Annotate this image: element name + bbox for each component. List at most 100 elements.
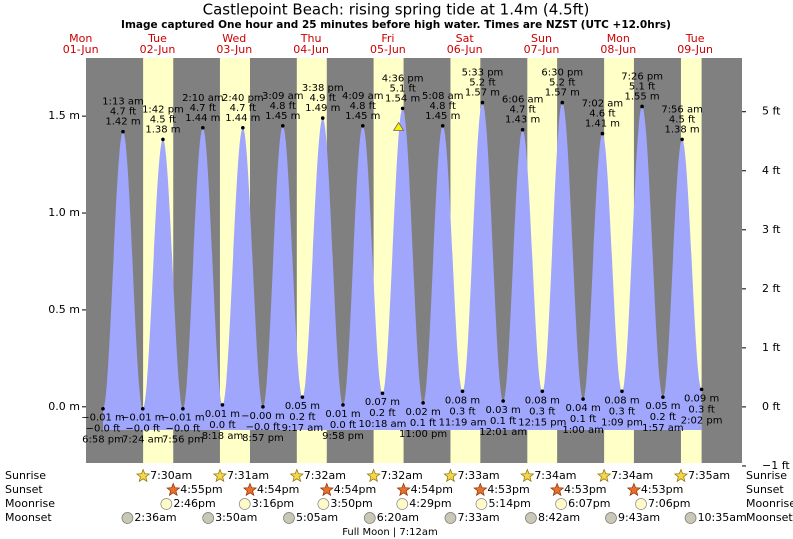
full-moon-label: Full Moon | 7:12am bbox=[342, 527, 438, 538]
moonrise-icon bbox=[396, 498, 409, 510]
moonrise-label: 6:07pm bbox=[568, 497, 610, 510]
tide-point bbox=[360, 124, 365, 128]
tide-label: 4.5 ft bbox=[669, 114, 695, 125]
sunrise-label: 7:32am bbox=[304, 469, 346, 482]
moonset-icon bbox=[121, 512, 134, 524]
tide-point bbox=[161, 137, 165, 142]
tide-point bbox=[300, 395, 305, 399]
tide-label: 1.45 m bbox=[265, 111, 300, 122]
tide-label: −0.01 m bbox=[121, 413, 165, 424]
tide-label: 1.38 m bbox=[664, 124, 699, 135]
tide-label: 0.3 ft bbox=[449, 406, 475, 417]
day-name: Tue bbox=[147, 32, 167, 45]
tide-point bbox=[699, 387, 704, 392]
moonset-icon bbox=[202, 512, 215, 524]
tide-label: 4.5 ft bbox=[150, 114, 176, 125]
tide-label: 0.08 m bbox=[525, 395, 560, 406]
day-date: 02-Jun bbox=[140, 43, 176, 56]
tide-point bbox=[241, 125, 245, 130]
tide-label: 0.07 m bbox=[365, 397, 400, 408]
tide-label: 2:10 am bbox=[182, 93, 224, 104]
row-label: Moonset bbox=[746, 511, 793, 524]
tide-label: 0.02 m bbox=[406, 407, 441, 418]
tide-label: 0.1 ft bbox=[490, 416, 516, 427]
moonrise-label: 2:46pm bbox=[173, 497, 215, 510]
moonrise-icon bbox=[635, 498, 647, 510]
sunset-label: 4:53pm bbox=[564, 483, 606, 496]
sunset-label: 4:54pm bbox=[411, 483, 453, 496]
tide-point bbox=[400, 106, 405, 111]
moonset-icon bbox=[283, 512, 295, 524]
tide-label: −0.0 ft bbox=[246, 422, 281, 433]
day-name: Tue bbox=[685, 32, 705, 45]
tide-label: 1.38 m bbox=[145, 124, 180, 135]
tide-label: 1.41 m bbox=[585, 119, 620, 130]
day-date: 06-Jun bbox=[447, 43, 483, 56]
tide-label: 4.9 ft bbox=[310, 93, 336, 104]
tide-point bbox=[140, 406, 145, 411]
y2-tick-label: 5 ft bbox=[762, 105, 781, 118]
tide-point bbox=[280, 124, 285, 128]
tide-label: 3:38 pm bbox=[302, 83, 344, 94]
tide-label: 0.1 ft bbox=[410, 418, 436, 429]
tide-label: 1:09 pm bbox=[601, 417, 643, 428]
tide-label: 12:15 pm bbox=[518, 417, 566, 428]
day-name: Wed bbox=[222, 32, 246, 45]
tide-label: 0.05 m bbox=[645, 401, 680, 412]
tide-point bbox=[121, 129, 125, 134]
tide-label: 1.44 m bbox=[185, 113, 220, 124]
tide-label: 3:09 am bbox=[262, 91, 304, 102]
sunrise-icon bbox=[596, 468, 612, 483]
row-label: Sunrise bbox=[5, 469, 46, 482]
moonset-label: 10:35am bbox=[698, 511, 747, 524]
tide-label: 10:18 am bbox=[359, 419, 407, 430]
day-date: 01-Jun bbox=[63, 43, 99, 56]
tide-label: 9:17 am bbox=[282, 423, 324, 434]
tide-label: 1:42 pm bbox=[142, 104, 184, 115]
tide-label: 0.01 m bbox=[205, 409, 240, 420]
tide-label: 1.54 m bbox=[385, 93, 420, 104]
tide-label: −0.0 ft bbox=[125, 424, 160, 435]
current-marker bbox=[392, 121, 405, 131]
moonset-label: 8:42am bbox=[538, 511, 580, 524]
y2-tick-label: 3 ft bbox=[762, 223, 781, 236]
tide-point bbox=[600, 131, 605, 136]
moonrise-label: 4:29pm bbox=[409, 497, 451, 510]
moonrise-icon bbox=[238, 498, 251, 510]
day-name: Thu bbox=[300, 32, 322, 45]
sunrise-label: 7:31am bbox=[227, 469, 269, 482]
moonset-label: 7:33am bbox=[457, 511, 499, 524]
y-tick-label: 1.5 m bbox=[48, 109, 80, 122]
tide-label: 0.05 m bbox=[285, 401, 320, 412]
tide-label: 4:09 am bbox=[342, 91, 384, 102]
tide-label: −0.01 m bbox=[161, 413, 205, 424]
sunset-icon bbox=[166, 482, 181, 497]
tide-label: 5.2 ft bbox=[469, 78, 495, 89]
tide-point bbox=[261, 405, 265, 409]
tide-point bbox=[380, 391, 385, 396]
sunrise-icon bbox=[366, 468, 381, 483]
row-label: Sunset bbox=[746, 483, 784, 496]
tide-point bbox=[501, 399, 505, 403]
row-label: Moonrise bbox=[746, 497, 793, 510]
tide-label: 1:00 am bbox=[562, 425, 604, 436]
tide-label: 0.04 m bbox=[566, 403, 601, 414]
moonset-icon bbox=[605, 512, 617, 524]
tide-point bbox=[640, 104, 644, 109]
sunrise-icon bbox=[289, 468, 304, 483]
day-name: Mon bbox=[69, 32, 92, 45]
tide-label: 0.3 ft bbox=[529, 406, 555, 417]
tide-label: −0.0 ft bbox=[86, 424, 121, 435]
sunset-icon bbox=[626, 482, 641, 497]
tide-label: 4.8 ft bbox=[270, 101, 296, 112]
tide-point bbox=[581, 397, 585, 401]
tide-label: 7:56 am bbox=[661, 104, 703, 115]
moonrise-icon bbox=[160, 498, 173, 510]
tide-label: 11:00 pm bbox=[399, 429, 447, 440]
sunset-icon bbox=[319, 482, 334, 497]
day-date: 07-Jun bbox=[524, 43, 560, 56]
tide-label: 0.3 ft bbox=[688, 404, 714, 415]
tide-point bbox=[421, 401, 425, 405]
moonset-label: 6:20am bbox=[377, 511, 419, 524]
